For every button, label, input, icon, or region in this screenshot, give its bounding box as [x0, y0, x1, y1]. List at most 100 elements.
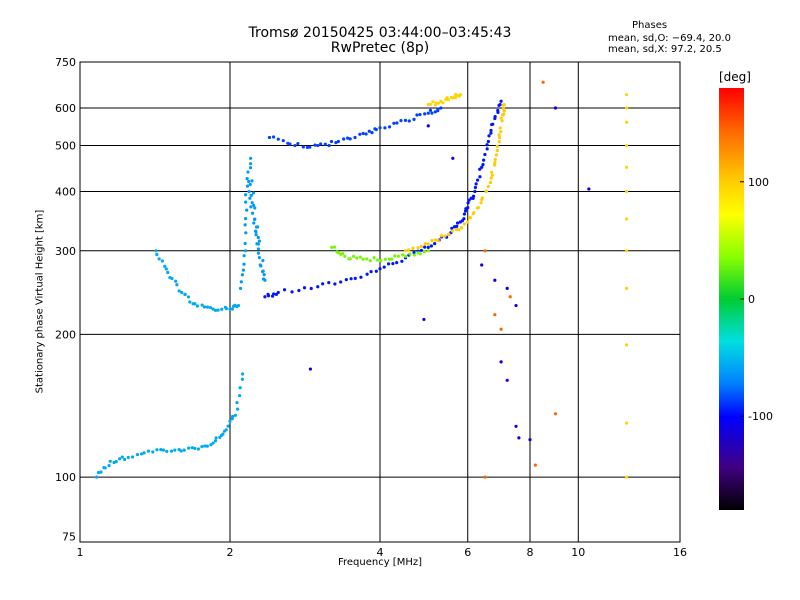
data-point	[251, 191, 256, 195]
data-point	[454, 227, 458, 232]
data-point	[441, 101, 445, 105]
data-point	[316, 143, 320, 148]
data-point	[249, 156, 253, 160]
data-point	[313, 143, 317, 147]
x-axis-label: Frequency [MHz]	[337, 557, 423, 568]
data-point	[426, 124, 430, 128]
data-point	[426, 111, 430, 115]
data-point	[95, 475, 99, 479]
data-point	[334, 141, 338, 145]
data-point	[459, 226, 464, 230]
data-point	[624, 120, 629, 124]
y-axis-label: Stationary phase Virtual Height [km]	[34, 209, 46, 394]
data-point	[257, 239, 262, 243]
data-point	[491, 122, 495, 126]
data-point	[396, 254, 400, 258]
data-point	[436, 238, 440, 243]
data-point	[426, 242, 430, 246]
data-point	[485, 143, 489, 147]
data-point	[467, 198, 471, 202]
data-point	[422, 250, 427, 254]
data-point	[451, 156, 455, 160]
x-tick-label: 1	[77, 546, 84, 559]
data-point	[497, 135, 502, 140]
data-point	[107, 463, 111, 468]
data-point	[161, 448, 166, 452]
data-point	[353, 276, 357, 280]
data-point	[624, 106, 629, 110]
data-point	[418, 252, 422, 256]
data-point	[446, 98, 451, 102]
data-point	[370, 131, 374, 135]
data-point	[393, 254, 397, 258]
y-tick-label: 750	[55, 56, 76, 69]
data-point	[103, 466, 107, 470]
data-point	[235, 304, 239, 309]
data-point	[423, 242, 428, 246]
data-point	[187, 446, 191, 450]
data-point	[213, 308, 218, 312]
data-point	[254, 233, 258, 237]
data-point	[483, 249, 487, 253]
data-point	[624, 165, 629, 169]
data-point	[211, 307, 215, 311]
data-point	[462, 222, 466, 226]
data-point	[478, 167, 482, 171]
series-8	[624, 93, 629, 479]
data-point	[419, 244, 423, 249]
x-tick-label: 10	[571, 546, 585, 559]
data-point	[401, 253, 405, 257]
data-point	[243, 241, 247, 246]
data-point	[355, 256, 359, 260]
data-point	[155, 448, 159, 452]
y-tick-label: 500	[55, 140, 76, 153]
data-point	[361, 131, 365, 136]
x-tick-label: 4	[377, 546, 384, 559]
data-point	[433, 110, 437, 114]
data-point	[419, 248, 423, 253]
data-point	[159, 448, 163, 452]
colorbar-tick-label: 0	[748, 293, 755, 306]
data-point	[408, 252, 412, 256]
phase-stats-o: mean, sd,O: −69.4, 20.0	[608, 33, 731, 44]
data-point	[344, 277, 348, 282]
data-point	[256, 251, 261, 255]
data-point	[493, 278, 497, 282]
data-point	[254, 230, 258, 234]
data-point	[407, 248, 411, 252]
data-point	[190, 446, 194, 450]
data-point	[96, 471, 100, 475]
x-tick-label: 8	[527, 546, 534, 559]
data-point	[135, 452, 140, 457]
data-point	[316, 285, 320, 289]
data-point	[308, 145, 312, 149]
data-point	[196, 447, 201, 451]
data-point	[213, 439, 218, 443]
x-tick-label: 2	[227, 546, 234, 559]
data-point	[248, 166, 253, 170]
data-point	[164, 267, 168, 271]
data-point	[343, 254, 347, 258]
data-point	[230, 307, 235, 311]
data-point	[426, 249, 430, 253]
data-point	[369, 269, 373, 274]
data-point	[505, 286, 509, 290]
data-point	[493, 313, 497, 317]
data-point	[257, 255, 261, 260]
data-point	[108, 459, 112, 463]
data-point	[240, 273, 245, 277]
data-point	[418, 112, 422, 117]
data-point	[483, 475, 487, 479]
data-point	[624, 249, 629, 253]
data-point	[423, 245, 427, 249]
data-point	[364, 132, 368, 136]
data-point	[488, 180, 493, 185]
data-point	[624, 217, 629, 221]
data-point	[208, 305, 213, 310]
data-point	[220, 307, 224, 311]
data-point	[374, 127, 378, 132]
data-point	[246, 170, 250, 174]
data-point	[118, 457, 122, 461]
data-point	[447, 232, 451, 236]
